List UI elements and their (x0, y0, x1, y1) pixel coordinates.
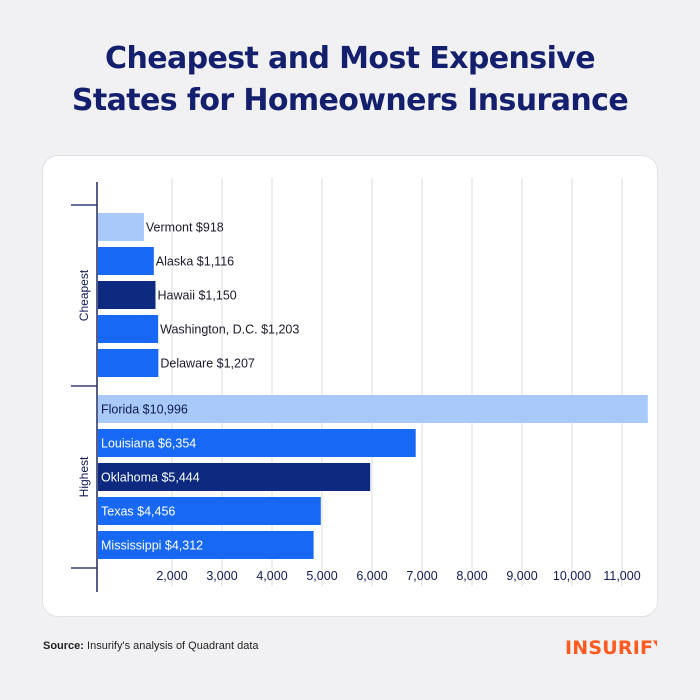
bar-data-label: Washington, D.C. $1,203 (160, 323, 299, 337)
x-tick-label: 10,000 (553, 569, 591, 583)
bar (98, 395, 648, 423)
bar (98, 213, 144, 241)
x-tick-label: 3,000 (206, 569, 237, 583)
chart-title-line-1: Cheapest and Most Expensive (105, 41, 596, 76)
group-label: Highest (77, 456, 91, 497)
bar (98, 429, 416, 457)
source-text: Insurify's analysis of Quadrant data (87, 640, 259, 652)
bar-chart: 2,000 3,000 4,000 5,000 6,000 7,000 8,000 9,000… (71, 178, 648, 592)
bar-data-label: Louisiana $6,354 (101, 437, 196, 451)
bar-data-label: Hawaii $1,150 (158, 289, 237, 303)
bar (98, 247, 154, 275)
bar-data-label: Alaska $1,116 (156, 255, 234, 269)
brand-text: INSURIFY (565, 637, 657, 659)
x-tick-label: 6,000 (356, 569, 387, 583)
bar-data-label: Oklahoma $5,444 (101, 471, 200, 485)
bar (98, 463, 371, 491)
x-tick-label: 11,000 (603, 569, 640, 583)
bar (98, 531, 314, 559)
bar-data-label: Florida $10,996 (101, 403, 188, 417)
source-label: Source: (43, 640, 84, 652)
source-note: Source: Insurify's analysis of Quadrant … (43, 640, 259, 652)
bar-data-label: Vermont $918 (146, 221, 224, 235)
x-tick-label: 5,000 (306, 569, 337, 583)
chart-title: Cheapest and Most Expensive States for H… (0, 38, 700, 122)
bar-data-label: Delaware $1,207 (160, 357, 255, 371)
x-tick-label: 4,000 (256, 569, 287, 583)
chart-card: 2,000 3,000 4,000 5,000 6,000 7,000 8,000 9,000… (42, 155, 658, 617)
x-tick-label: 2,000 (156, 569, 187, 583)
x-tick-label: 9,000 (506, 569, 537, 583)
insurify-logo: INSURIFY (565, 637, 657, 659)
x-tick-label: 7,000 (406, 569, 437, 583)
chart-title-line-2: States for Homeowners Insurance (71, 83, 629, 118)
bar (98, 281, 156, 309)
group-label: Cheapest (77, 269, 91, 321)
bar-data-label: Mississippi $4,312 (101, 539, 203, 553)
x-tick-label: 8,000 (456, 569, 487, 583)
bar (98, 315, 159, 343)
bar (98, 349, 159, 377)
bar-data-label: Texas $4,456 (101, 505, 175, 519)
bar (98, 497, 321, 525)
